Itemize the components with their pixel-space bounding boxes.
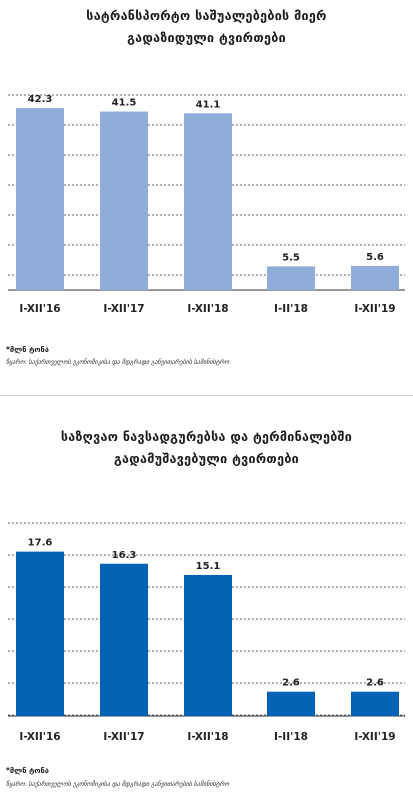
bar-chart-ports: 17.6 I-XII'16 16.3 I-XII'17 15.1 I-XII'18 2.6 I…: [8, 522, 405, 743]
data-label: 42.3: [28, 94, 53, 105]
data-label: 5.5: [282, 252, 300, 263]
x-tick-label: I-XII'16: [19, 731, 60, 743]
chart-title: სატრანსპორტო საშუალებების მიერ გადაზიდულ…: [0, 5, 413, 49]
bar-chart-transport: 42.3 I-XII'16 41.5 I-XII'17 41.1 I-XII'18 5.5 I…: [8, 94, 405, 315]
bar: [16, 108, 64, 290]
data-label: 16.3: [112, 550, 137, 561]
data-label: 15.1: [196, 561, 221, 572]
bar: [351, 265, 399, 290]
chart-title: საზღვაო ნავსადგურებსა და ტერმინალებში გა…: [0, 426, 413, 470]
data-label: 5.6: [366, 252, 384, 263]
bar: [184, 113, 232, 290]
x-tick-label: I-XII'17: [103, 303, 144, 315]
x-tick-label: I-II'18: [274, 303, 308, 315]
x-tick-label: I-II'18: [274, 731, 308, 743]
bar: [267, 691, 315, 716]
data-label: 41.1: [196, 99, 221, 110]
unit-note: *მლნ ტონა: [6, 766, 49, 775]
x-tick-label: I-XII'16: [19, 303, 60, 315]
data-label: 2.6: [366, 678, 384, 689]
x-tick-label: I-XII'18: [187, 731, 228, 743]
bar: [100, 111, 148, 290]
data-label: 41.5: [112, 98, 137, 109]
chart-title-line-2: გადაზიდული ტვირთები: [127, 30, 286, 45]
source-note: წყარო: საქართველოს ეკონომიკისა და მდგრად…: [6, 781, 230, 788]
bar: [351, 691, 399, 716]
bar: [16, 551, 64, 716]
chart-panel-1: სატრანსპორტო საშუალებების მიერ გადაზიდულ…: [0, 0, 413, 390]
x-tick-label: I-XII'19: [354, 731, 395, 743]
source-note: წყარო: საქართველოს ეკონომიკისა და მდგრად…: [6, 359, 230, 366]
bar: [100, 563, 148, 716]
chart-title-line-2: გადამუშავებული ტვირთები: [113, 451, 300, 466]
x-tick-label: I-XII'19: [354, 303, 395, 315]
chart-title-line-1: საზღვაო ნავსადგურებსა და ტერმინალებში: [60, 429, 353, 444]
data-label: 2.6: [282, 678, 300, 689]
panel-divider: [0, 395, 413, 396]
bar: [184, 574, 232, 716]
x-tick-label: I-XII'17: [103, 731, 144, 743]
chart-title-line-1: სატრანსპორტო საშუალებების მიერ: [86, 8, 327, 23]
x-tick-label: I-XII'18: [187, 303, 228, 315]
data-label: 17.6: [28, 538, 53, 549]
unit-note: *მლნ ტონა: [6, 345, 49, 354]
chart-panel-2: საზღვაო ნავსადგურებსა და ტერმინალებში გა…: [0, 400, 413, 802]
bar: [267, 266, 315, 290]
